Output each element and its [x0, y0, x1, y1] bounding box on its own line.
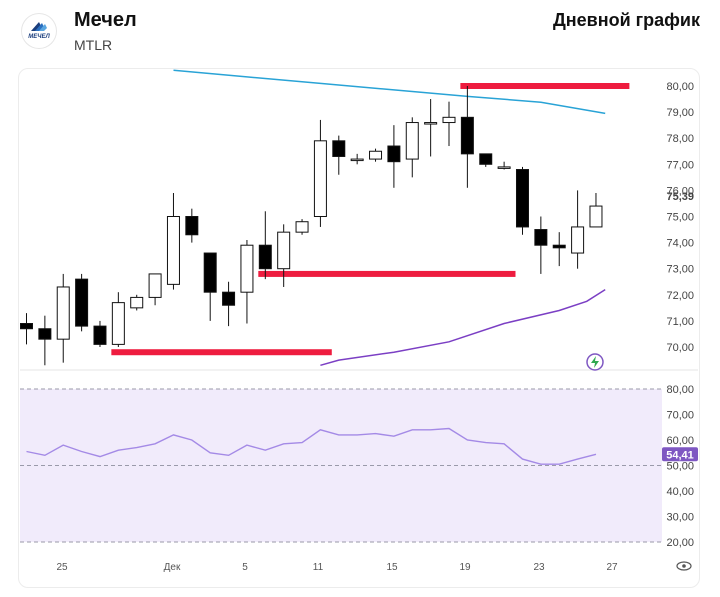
candle-body: [332, 140, 346, 157]
rsi-line: [26, 427, 597, 465]
rsi-axis-tick: 80,00: [666, 384, 694, 396]
rsi-axis-tick: 70,00: [666, 410, 694, 422]
eye-icon: [676, 561, 692, 571]
candle-body: [479, 153, 493, 165]
candle-body: [442, 116, 456, 124]
candle-body: [424, 122, 438, 125]
candle-body: [277, 231, 291, 270]
candle-body: [552, 244, 566, 249]
chart-type-label: Дневной график: [552, 10, 700, 30]
candle-body: [387, 145, 401, 163]
candle-body: [130, 296, 144, 309]
price-axis-tick: 75,00: [666, 212, 694, 224]
rsi-band: [20, 389, 662, 542]
candle-body: [240, 244, 254, 293]
date-axis-tick: 5: [242, 562, 248, 573]
date-axis-tick: 19: [459, 562, 471, 573]
moving-average-lower: [320, 288, 606, 367]
rsi-value-label: 54,41: [666, 449, 694, 461]
price-axis-tick: 79,00: [666, 107, 694, 119]
eye-pupil-icon: [682, 564, 686, 568]
ticker-symbol: MTLR: [74, 37, 113, 53]
rsi-axis-tick: 40,00: [666, 486, 694, 498]
date-axis-tick: 11: [313, 562, 324, 573]
date-axis-tick: Дек: [164, 562, 181, 573]
candle-body: [258, 244, 272, 270]
level-line: [258, 270, 516, 277]
candle-body: [405, 122, 419, 160]
company-logo: МЕЧЕЛ: [22, 14, 56, 48]
candle-body: [20, 323, 33, 330]
price-axis-tick: 76,00: [666, 185, 694, 197]
candle-body: [75, 278, 89, 327]
candle-body: [38, 328, 52, 340]
price-axis-tick: 72,00: [666, 290, 694, 302]
logo-text: МЕЧЕЛ: [28, 34, 50, 40]
price-axis-tick: 80,00: [666, 81, 694, 93]
candle-body: [203, 252, 217, 293]
price-axis-tick: 73,00: [666, 264, 694, 276]
rsi-axis-tick: 50,00: [666, 461, 694, 473]
candle-body: [515, 169, 529, 228]
rsi-value-badge: [662, 447, 698, 462]
level-line: [111, 349, 332, 356]
price-axis-tick: 78,00: [666, 133, 694, 145]
candle-body: [571, 226, 585, 254]
lightning-bolt-icon: [591, 356, 599, 368]
candle-body: [111, 302, 125, 345]
candle-body: [166, 216, 180, 285]
rsi-axis-tick: 20,00: [666, 537, 694, 549]
level-line: [460, 83, 630, 89]
candle-body: [185, 216, 199, 236]
company-name: Мечел: [74, 9, 137, 31]
candle-body: [313, 140, 327, 217]
date-axis-tick: 23: [533, 562, 545, 573]
price-axis-tick: 70,00: [666, 342, 694, 354]
candle-body: [369, 150, 383, 160]
candle-body: [534, 229, 548, 246]
last-price-label: 75,39: [666, 191, 694, 203]
price-axis-tick: 74,00: [666, 238, 694, 250]
date-axis-tick: 27: [606, 562, 618, 573]
candle-body: [589, 205, 603, 228]
candle-body: [222, 291, 236, 306]
chart-frame: [18, 68, 700, 588]
price-axis-tick: 77,00: [666, 159, 694, 171]
rsi-axis-tick: 30,00: [666, 512, 694, 524]
candle-body: [460, 116, 474, 155]
rsi-axis-tick: 60,00: [666, 435, 694, 447]
candle-body: [497, 166, 511, 169]
header: МЕЧЕЛ Мечел MTLR Дневной график: [0, 0, 720, 62]
price-axis-tick: 71,00: [666, 316, 694, 328]
candle-body: [93, 325, 107, 345]
moving-average-upper: [173, 69, 606, 115]
date-axis-tick: 25: [56, 562, 68, 573]
candle-body: [350, 158, 364, 162]
date-axis-tick: 15: [386, 562, 398, 573]
logo-mark-icon: [31, 22, 47, 31]
candle-body: [148, 273, 162, 298]
candle-body: [56, 286, 70, 340]
candle-body: [295, 221, 309, 233]
